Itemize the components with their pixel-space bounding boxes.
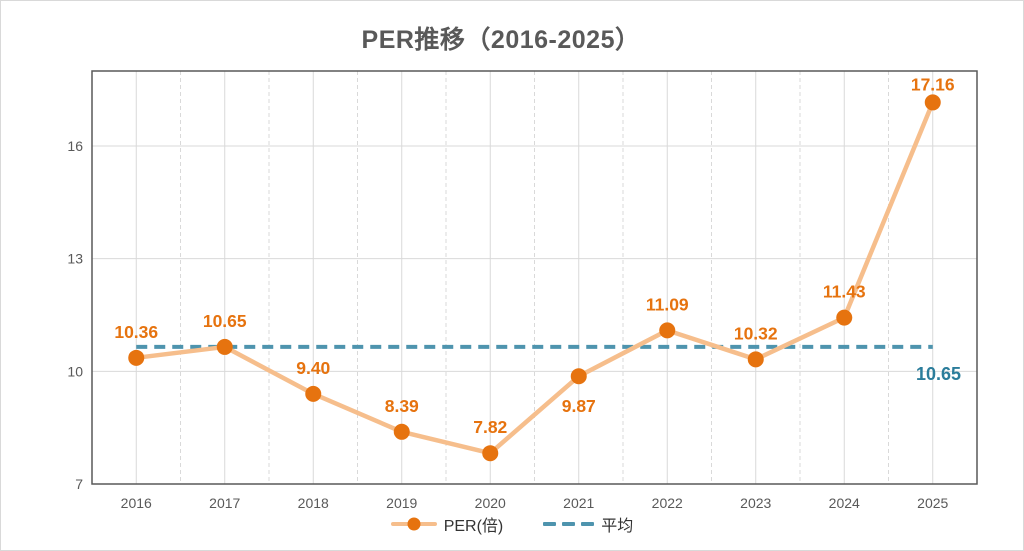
y-axis-tick-label: 16 — [67, 138, 83, 154]
per-data-point — [482, 445, 499, 462]
per-data-point — [216, 338, 233, 355]
per-data-label: 8.39 — [385, 396, 419, 416]
chart-title: PER推移（2016-2025） — [361, 26, 641, 54]
x-axis-tick-label: 2017 — [209, 495, 240, 511]
legend-label-average: 平均 — [601, 518, 634, 535]
x-axis-tick-label: 2025 — [917, 495, 948, 511]
per-data-point — [128, 349, 145, 366]
legend-item-average: 平均 — [543, 512, 633, 536]
y-axis-tick-label: 10 — [67, 363, 83, 379]
per-data-label: 11.09 — [646, 294, 689, 314]
legend-label-per: PER(倍) — [443, 518, 504, 535]
x-axis-tick-label: 2021 — [563, 495, 594, 511]
per-data-point — [570, 368, 587, 385]
per-data-label: 10.36 — [114, 322, 158, 342]
per-data-label: 9.40 — [296, 358, 330, 378]
x-axis-tick-label: 2018 — [298, 495, 329, 511]
x-axis-tick-label: 2024 — [829, 495, 860, 511]
per-data-point — [924, 94, 941, 111]
x-axis-tick-label: 2016 — [121, 495, 152, 511]
per-series-line — [134, 100, 935, 456]
per-data-point — [836, 309, 853, 326]
per-data-label: 17.16 — [911, 74, 955, 94]
average-value-label: 10.65 — [916, 364, 961, 384]
per-data-point — [659, 322, 676, 339]
per-data-point — [393, 423, 410, 440]
per-data-point — [305, 385, 322, 402]
y-axis-tick-label: 7 — [75, 476, 83, 492]
legend: PER(倍) 平均 — [1, 512, 1023, 536]
plot-border — [91, 70, 978, 485]
per-data-label: 9.87 — [562, 396, 596, 416]
x-axis-tick-label: 2022 — [652, 495, 683, 511]
per-data-label: 10.32 — [734, 323, 778, 343]
legend-item-per: PER(倍) — [390, 512, 504, 536]
y-axis-tick-label: 13 — [67, 251, 83, 267]
per-data-point — [747, 351, 764, 368]
per-data-label: 10.65 — [203, 311, 247, 331]
x-axis-tick-label: 2023 — [740, 495, 771, 511]
x-axis-tick-label: 2020 — [475, 495, 506, 511]
per-series-legend-marker-icon — [390, 517, 437, 531]
per-series-dot-icon — [407, 517, 421, 531]
average-legend-marker-icon — [543, 522, 595, 526]
per-data-label: 7.82 — [473, 417, 507, 437]
per-data-label: 11.43 — [823, 282, 866, 302]
x-axis-tick-label: 2019 — [386, 495, 417, 511]
